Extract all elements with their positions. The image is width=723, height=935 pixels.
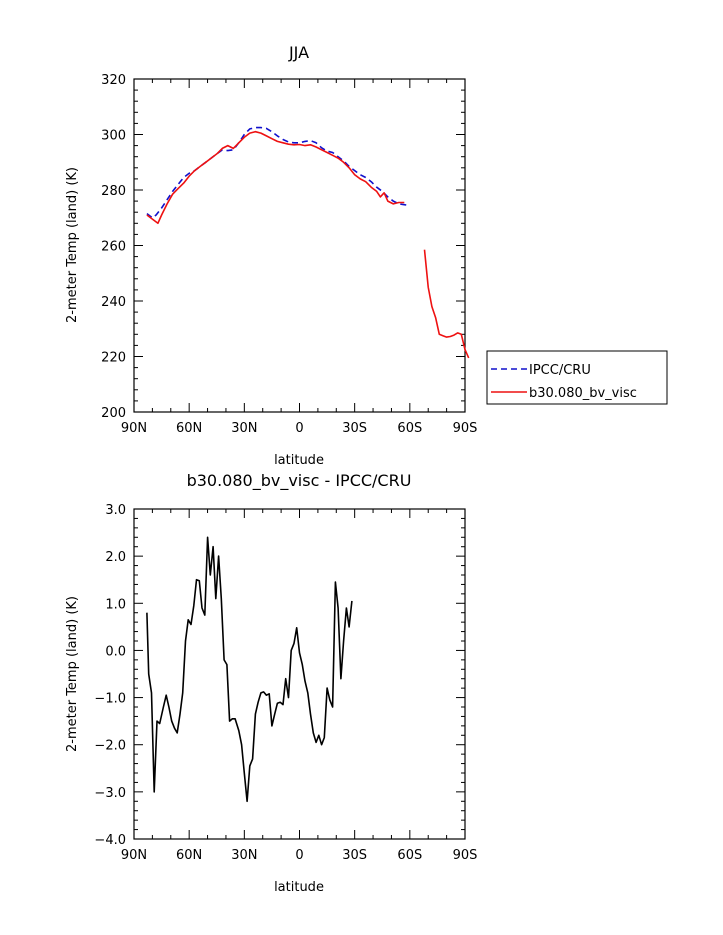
x-tick-label: 60S bbox=[397, 848, 422, 863]
bottom-chart-title: b30.080_bv_visc - IPCC/CRU bbox=[187, 471, 412, 491]
x-tick-label: 60S bbox=[397, 421, 422, 436]
y-tick-label: −3.0 bbox=[94, 786, 126, 801]
series-line-ipcc-cru bbox=[146, 126, 409, 219]
y-tick-label: 0.0 bbox=[105, 644, 126, 659]
y-tick-label: −1.0 bbox=[94, 692, 126, 707]
y-tick-label: 220 bbox=[101, 351, 126, 366]
series-line-difference bbox=[146, 536, 353, 803]
top-axis-ticks: 90N 60N 30N 0 30S 60S 90S 200 220 240 260 280 300 320 bbox=[101, 73, 477, 436]
x-tick-label: 90S bbox=[453, 421, 478, 436]
bottom-x-axis-label: latitude bbox=[274, 880, 324, 895]
top-series-lines bbox=[146, 126, 470, 359]
bottom-series-lines bbox=[146, 536, 353, 803]
y-tick-label: 260 bbox=[101, 240, 126, 255]
top-x-axis-label: latitude bbox=[274, 453, 324, 468]
y-tick-label: 300 bbox=[101, 129, 126, 144]
y-tick-label: −2.0 bbox=[94, 739, 126, 754]
x-tick-label: 0 bbox=[295, 848, 303, 863]
y-tick-label: 1.0 bbox=[105, 597, 126, 612]
x-tick-label: 60N bbox=[176, 848, 202, 863]
x-tick-label: 30S bbox=[342, 421, 367, 436]
x-tick-label: 30N bbox=[231, 421, 257, 436]
legend: IPCC/CRU b30.080_bv_visc bbox=[486, 350, 668, 405]
x-tick-label: 90S bbox=[453, 848, 478, 863]
y-tick-label: 2.0 bbox=[105, 550, 126, 565]
y-tick-label: 200 bbox=[101, 406, 126, 421]
y-tick-label: −4.0 bbox=[94, 833, 126, 848]
y-tick-label: 320 bbox=[101, 73, 126, 88]
top-panel: JJA 90N 60N 30N 0 30S 60S 90S 200 220 240 260 280 30… bbox=[65, 43, 477, 468]
legend-label-ipcc-cru: IPCC/CRU bbox=[529, 363, 591, 378]
legend-box bbox=[486, 350, 668, 405]
top-chart-title: JJA bbox=[288, 43, 309, 62]
y-tick-label: 240 bbox=[101, 295, 126, 310]
legend-label-b30-080-bv-visc: b30.080_bv_visc bbox=[529, 386, 637, 401]
x-tick-label: 30S bbox=[342, 848, 367, 863]
bottom-axis-ticks: 90N 60N 30N 0 30S 60S 90S −4.0 −3.0 −2.0 −1.0 0.0 1.… bbox=[94, 503, 477, 863]
series-line-b30-080-bv-visc bbox=[423, 249, 470, 359]
top-plot-frame bbox=[133, 78, 466, 413]
y-tick-label: 280 bbox=[101, 184, 126, 199]
x-tick-label: 90N bbox=[121, 421, 147, 436]
x-tick-label: 30N bbox=[231, 848, 257, 863]
x-tick-label: 60N bbox=[176, 421, 202, 436]
x-tick-label: 90N bbox=[121, 848, 147, 863]
y-tick-label: 3.0 bbox=[105, 503, 126, 518]
top-y-axis-label: 2-meter Temp (land) (K) bbox=[65, 167, 80, 323]
bottom-y-axis-label: 2-meter Temp (land) (K) bbox=[65, 596, 80, 752]
series-line-b30-080-bv-visc bbox=[146, 130, 405, 225]
bottom-panel: b30.080_bv_visc - IPCC/CRU 90N 60N 30N 0 30S… bbox=[65, 471, 477, 895]
x-tick-label: 0 bbox=[295, 421, 303, 436]
